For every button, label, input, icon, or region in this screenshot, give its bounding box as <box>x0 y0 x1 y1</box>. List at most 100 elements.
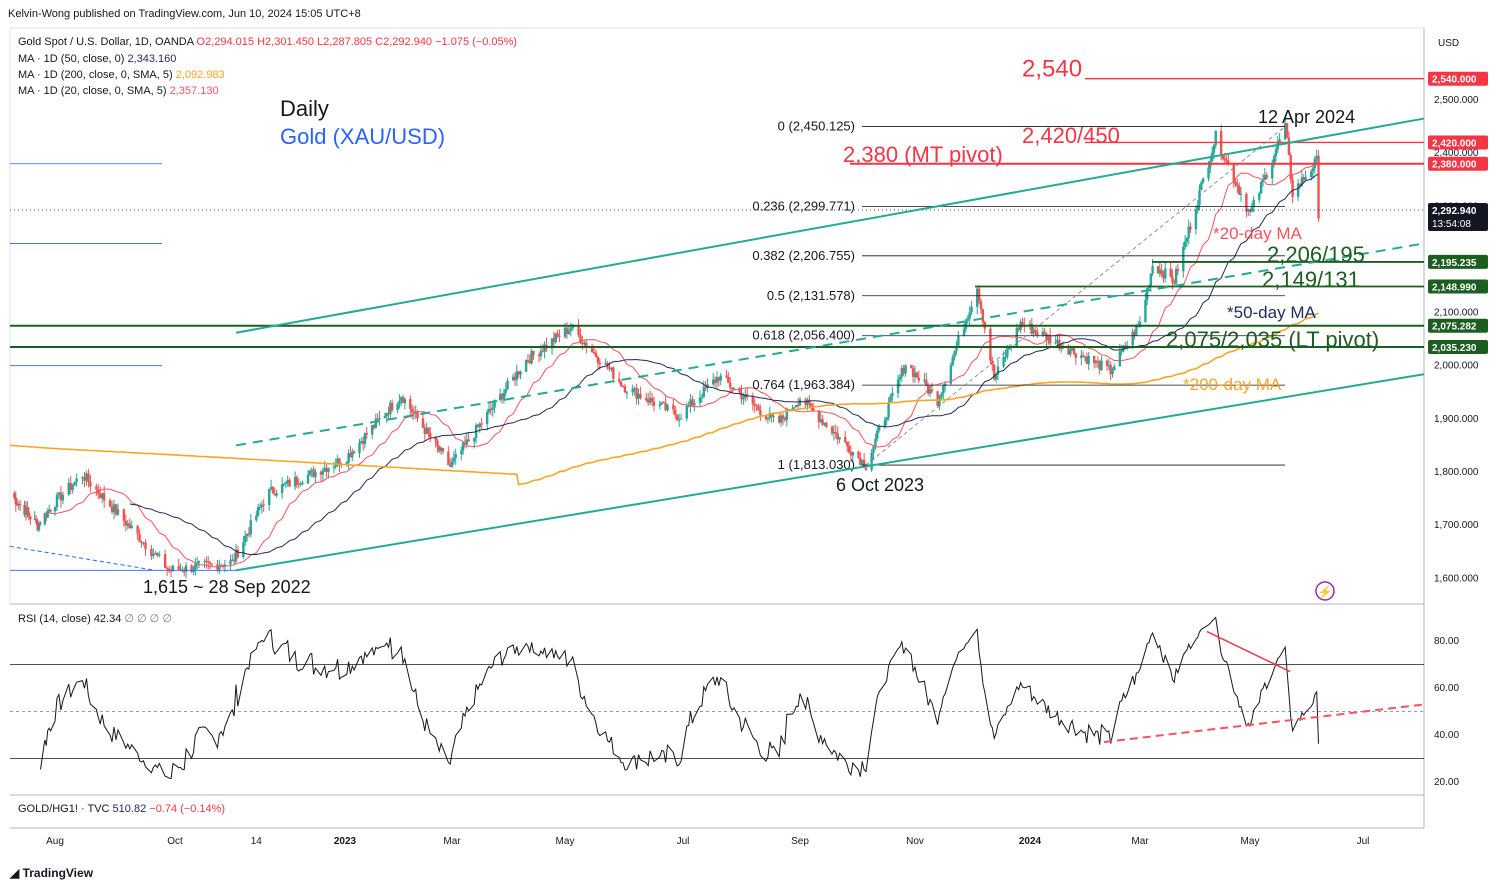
rsi-legend[interactable]: RSI (14, close) 42.34 ∅ ∅ ∅ ∅ <box>18 612 172 625</box>
candle-body <box>114 504 118 515</box>
rsi-label: RSI (14, close) <box>18 613 91 625</box>
candle-body <box>73 481 76 486</box>
price-pane[interactable] <box>9 118 1320 579</box>
drawings: 0 (2,450.125) 0.236 (2,299.771) 0.382 (2,2… <box>9 56 1425 601</box>
candle-body <box>742 397 745 400</box>
candle-body <box>1043 331 1046 334</box>
candle-body <box>37 523 41 531</box>
left-trend <box>9 545 156 571</box>
candle-body <box>1271 163 1274 179</box>
candle-body <box>286 479 289 484</box>
candle-body <box>325 467 328 473</box>
candle-body <box>847 445 851 453</box>
candle-body <box>502 393 506 400</box>
candle-body <box>896 379 900 393</box>
candle-body <box>989 328 992 361</box>
candle-body <box>543 344 546 352</box>
candle-body <box>485 411 489 424</box>
price-tag-bg <box>1428 339 1488 354</box>
candle-body <box>229 560 232 565</box>
candle-body <box>234 549 238 562</box>
brand-text: TradingView <box>22 866 94 880</box>
candle-body <box>870 452 873 470</box>
candle-body <box>1272 156 1276 164</box>
candle-body <box>1198 190 1201 205</box>
candle-body <box>1133 331 1136 337</box>
candle-body <box>43 513 47 525</box>
candle-body <box>158 554 161 556</box>
candle-body <box>563 327 567 337</box>
candle-body <box>612 367 615 379</box>
candle-body <box>75 478 78 482</box>
annotation-label: 2,540 <box>1022 56 1082 83</box>
candle-body <box>299 483 302 485</box>
candle-body <box>938 397 941 406</box>
fib-label-0.764: 0.764 (1,963.384) <box>752 377 855 392</box>
rsi-pane[interactable] <box>10 616 1425 780</box>
candle-body <box>467 439 470 442</box>
ma20-legend[interactable]: MA · 1D (20, close, 0, SMA, 5) 2,357.130 <box>18 85 219 97</box>
candle-body <box>753 403 756 406</box>
fib-trend-line <box>865 126 1286 466</box>
candle-body <box>1107 365 1111 367</box>
candle-body <box>1122 345 1125 351</box>
rsi-tick-label: 40.00 <box>1434 730 1459 741</box>
candle-body <box>810 403 813 408</box>
candle-body <box>439 447 443 452</box>
price-tag-bg <box>1428 156 1488 171</box>
candle-body <box>652 401 656 406</box>
candle-body <box>171 565 175 571</box>
candle-body <box>34 518 38 522</box>
candle-body <box>579 335 582 343</box>
candle-body <box>441 447 445 452</box>
candle-body <box>197 561 201 563</box>
candle-body <box>1174 269 1178 284</box>
candle-body <box>898 376 902 380</box>
lightning-icon[interactable] <box>1315 581 1335 601</box>
candle-body <box>825 422 828 427</box>
price-tag-bg <box>1428 71 1488 86</box>
candle-body <box>194 563 197 570</box>
candle-body <box>851 451 854 456</box>
candle-body <box>910 365 913 369</box>
candle-body <box>1149 273 1153 287</box>
candle-body <box>491 407 494 410</box>
x-tick-label: Mar <box>443 836 461 847</box>
x-tick-label: May <box>1241 836 1260 847</box>
candle-body <box>1162 274 1165 279</box>
ma50-legend[interactable]: MA · 1D (50, close, 0) 2,343.160 <box>18 53 176 65</box>
candle-body <box>845 441 849 446</box>
symbol-line: Gold Spot / U.S. Dollar, 1D, OANDA O2,29… <box>18 36 517 48</box>
candle-body <box>1083 356 1087 358</box>
candle-body <box>796 405 800 407</box>
candle-body <box>1092 355 1096 364</box>
candle-body <box>1160 269 1163 275</box>
symbol-name[interactable]: Gold Spot / U.S. Dollar, 1D, OANDA <box>18 36 194 48</box>
candle-body <box>979 301 983 310</box>
price-tag: 2,195.235 <box>1432 258 1477 269</box>
rsi-bearish-divergence <box>1206 630 1291 673</box>
ma200-legend[interactable]: MA · 1D (200, close, 0, SMA, 5) 2,092.98… <box>18 69 225 81</box>
annotation-label: 1,615 ~ 28 Sep 2022 <box>143 577 311 597</box>
candle-body <box>556 333 559 336</box>
candle-body <box>205 560 208 562</box>
candle-body <box>89 481 92 487</box>
candle-body <box>247 533 251 535</box>
candle-body <box>1041 331 1045 336</box>
candle-body <box>923 379 926 381</box>
candle-body <box>260 504 264 507</box>
annotation-label: 2,149/131 <box>1262 267 1360 292</box>
candle-body <box>764 415 768 420</box>
ratio-legend[interactable]: GOLD/HG1! · TVC 510.82 −0.74 (−0.14%) <box>18 803 225 815</box>
candle-body <box>1302 177 1305 181</box>
candle-body <box>358 442 361 453</box>
candle-body <box>633 388 636 390</box>
tradingview-logo[interactable]: ◢ TradingView <box>10 866 93 880</box>
currency-label[interactable]: USD <box>1438 38 1460 49</box>
candle-body <box>99 494 102 499</box>
candle-body <box>804 399 807 406</box>
candle-body <box>648 397 652 403</box>
candle-body <box>262 504 265 506</box>
candle-body <box>327 467 330 473</box>
